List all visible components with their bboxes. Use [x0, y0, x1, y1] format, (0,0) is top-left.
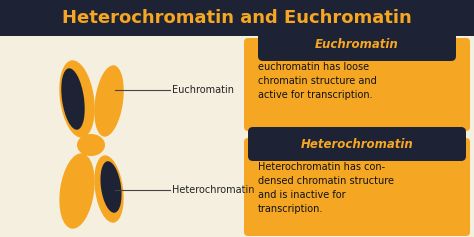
FancyBboxPatch shape: [0, 0, 474, 36]
Ellipse shape: [94, 65, 124, 137]
Text: Heterochromatin: Heterochromatin: [301, 137, 413, 150]
Ellipse shape: [59, 153, 95, 229]
Ellipse shape: [100, 161, 121, 213]
Ellipse shape: [77, 134, 105, 156]
Text: Heterochromatin and Euchromatin: Heterochromatin and Euchromatin: [62, 9, 412, 27]
FancyBboxPatch shape: [244, 138, 470, 236]
Ellipse shape: [94, 155, 124, 223]
FancyBboxPatch shape: [258, 27, 456, 61]
Ellipse shape: [61, 68, 85, 130]
Text: Euchromatin: Euchromatin: [315, 37, 399, 50]
Text: Euchromatin: Euchromatin: [172, 85, 234, 95]
Text: Heterochromatin: Heterochromatin: [172, 185, 255, 195]
FancyBboxPatch shape: [248, 127, 466, 161]
FancyBboxPatch shape: [244, 38, 470, 131]
Text: euchromatin has loose
chromatin structure and
active for transcription.: euchromatin has loose chromatin structur…: [258, 62, 377, 100]
Ellipse shape: [59, 60, 95, 138]
Text: Heterochromatin has con-
densed chromatin structure
and is inactive for
transcri: Heterochromatin has con- densed chromati…: [258, 162, 394, 214]
